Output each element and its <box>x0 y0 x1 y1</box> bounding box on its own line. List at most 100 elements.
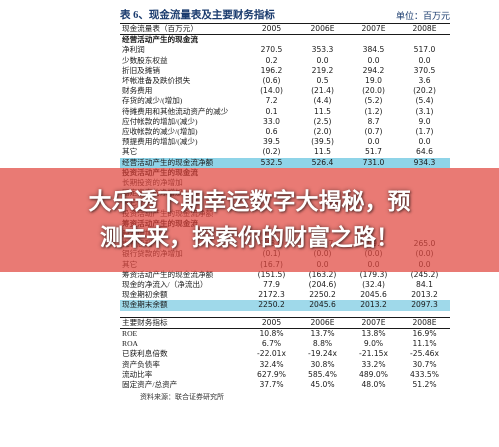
row-label: 流动比率 <box>122 369 153 379</box>
value-cell: (3.1) <box>415 106 434 116</box>
value-cell: 270.5 <box>260 45 283 55</box>
value-cell: (0.7) <box>364 127 383 137</box>
table-header-row: 现金流量表（百万元） 2005 2006E 2007E 2008E <box>120 24 450 36</box>
value-cell: 39.5 <box>263 137 280 147</box>
value-cell: 2250.2 <box>246 300 297 311</box>
value-cell: 64.6 <box>416 147 433 157</box>
row-label: 待摊费用和其他流动资产的减少 <box>122 106 229 116</box>
value-cell: 627.9% <box>257 369 286 379</box>
header-year-cell: 2007E <box>348 24 399 36</box>
value-cell: (1.2) <box>364 106 383 116</box>
value-cell: (14.0) <box>260 86 283 96</box>
value-cell: 7.2 <box>265 96 278 106</box>
value-cell: 2013.2 <box>411 290 438 300</box>
header-year-cell: 2008E <box>399 316 450 329</box>
row-label: 应付帐款的增加/(减少) <box>122 116 198 126</box>
value-cell: 0.0 <box>367 137 380 147</box>
table-row: 财务费用 (14.0) (21.4) (20.0) (20.2) <box>120 86 450 96</box>
value-cell: 934.3 <box>399 157 450 168</box>
value-cell: 294.2 <box>362 65 385 75</box>
value-cell: 353.3 <box>311 45 334 55</box>
indicators-table: 主要财务指标 2005 2006E 2007E 2008E ROE 10.8% 13.7% 13… <box>120 316 450 390</box>
row-label: 固定资产/总资产 <box>122 379 178 389</box>
value-cell: 384.5 <box>362 45 385 55</box>
header-year-cell: 2006E <box>297 24 348 36</box>
value-cell: 48.0% <box>361 379 386 389</box>
table-row: 存货的减少/(增加) 7.2 (4.4) (5.2) (5.4) <box>120 96 450 106</box>
value-cell: 0.0 <box>367 55 380 65</box>
value-cell: 3.6 <box>418 76 431 86</box>
value-cell <box>246 35 297 46</box>
value-cell: (39.5) <box>311 137 334 147</box>
value-cell: 196.2 <box>260 65 283 75</box>
value-cell <box>399 35 450 46</box>
value-cell: 489.0% <box>359 369 388 379</box>
value-cell: (5.2) <box>364 96 383 106</box>
table-row: 资产负债率 32.4% 30.8% 33.2% 30.7% <box>120 360 450 370</box>
value-cell: (20.2) <box>413 86 436 96</box>
value-cell: 2045.6 <box>297 300 348 311</box>
table-row: 其它 (0.2) 11.5 51.7 64.6 <box>120 147 450 157</box>
row-label: 财务费用 <box>122 86 153 96</box>
value-cell: 51.2% <box>412 379 437 389</box>
value-cell: 517.0 <box>413 45 436 55</box>
row-label: 现金期初余额 <box>122 290 168 300</box>
value-cell: 32.4% <box>259 359 284 369</box>
value-cell: 0.2 <box>265 55 278 65</box>
ad-overlay-headline[interactable]: 大乐透下期幸运数字大揭秘，预 测未来，探索你的财富之路！ <box>0 184 499 256</box>
value-cell: (204.6) <box>308 280 337 290</box>
row-label: 存货的减少/(增加) <box>122 96 183 106</box>
value-cell: 0.6 <box>265 127 278 137</box>
row-label: 少数股东权益 <box>122 55 168 65</box>
row-label: 已获利息倍数 <box>122 349 168 359</box>
value-cell: (163.2) <box>308 269 337 279</box>
value-cell: 11.5 <box>314 106 331 116</box>
value-cell: 13.8% <box>361 328 386 338</box>
value-cell: 11.1% <box>412 339 437 349</box>
table-row: 应付帐款的增加/(减少) 33.0 (2.5) 8.7 9.0 <box>120 117 450 127</box>
table-title-row: 表 6、现金流量表及主要财务指标 单位：百万元 <box>120 6 450 24</box>
value-cell <box>348 35 399 46</box>
row-label: 现金的净流入/（净流出） <box>122 280 208 290</box>
value-cell: 6.7% <box>261 339 282 349</box>
table-row: 待摊费用和其他流动资产的减少 0.1 11.5 (1.2) (3.1) <box>120 107 450 117</box>
header-year-cell: 2005 <box>246 24 297 36</box>
header-year-cell: 2007E <box>348 316 399 329</box>
table-row: 折旧及摊销 196.2 219.2 294.2 370.5 <box>120 66 450 76</box>
value-cell: 0.5 <box>316 76 329 86</box>
value-cell: (0.2) <box>262 147 281 157</box>
row-label: 预提费用的增加/(减少) <box>122 137 198 147</box>
value-cell: (2.0) <box>313 127 332 137</box>
value-cell: 8.8% <box>312 339 333 349</box>
table-title: 表 6、现金流量表及主要财务指标 <box>120 10 275 21</box>
table-row: 现金期初余额 2172.3 2250.2 2045.6 2013.2 <box>120 290 450 300</box>
table-row: 现金期末余额 2250.2 2045.6 2013.2 2097.3 <box>120 300 450 311</box>
value-cell: (245.2) <box>410 269 439 279</box>
value-cell: 30.7% <box>412 359 437 369</box>
table-row: 少数股东权益 0.2 0.0 0.0 0.0 <box>120 56 450 66</box>
value-cell: 0.0 <box>418 55 431 65</box>
value-cell: -21.15x <box>359 349 388 359</box>
header-year-cell: 2008E <box>399 24 450 36</box>
value-cell: (0.6) <box>262 76 281 86</box>
header-label-cell: 现金流量表（百万元） <box>120 24 246 36</box>
ad-headline-line2: 测未来，探索你的财富之路！ <box>100 225 399 251</box>
value-cell: -25.46x <box>410 349 439 359</box>
table-row: 经营活动产生的现金流 <box>120 35 450 46</box>
row-label: 坏帐准备及跌价损失 <box>122 76 191 86</box>
value-cell: 9.0% <box>363 339 384 349</box>
table-row: 固定资产/总资产 37.7% 45.0% 48.0% 51.2% <box>120 380 450 390</box>
value-cell: 51.7 <box>365 147 382 157</box>
source-note: 资料来源：联合证券研究所 <box>140 393 224 402</box>
value-cell: (2.5) <box>313 116 332 126</box>
value-cell: 0.0 <box>418 137 431 147</box>
value-cell: 16.9% <box>412 328 437 338</box>
value-cell: 370.5 <box>413 65 436 75</box>
table-header-row: 主要财务指标 2005 2006E 2007E 2008E <box>120 316 450 329</box>
table-row: 现金的净流入/（净流出） 77.9 (204.6) (32.4) 84.1 <box>120 280 450 290</box>
row-label: ROE <box>122 328 138 338</box>
value-cell: 19.0 <box>365 76 382 86</box>
value-cell: 0.1 <box>265 106 278 116</box>
table-row: 坏帐准备及跌价损失 (0.6) 0.5 19.0 3.6 <box>120 76 450 86</box>
